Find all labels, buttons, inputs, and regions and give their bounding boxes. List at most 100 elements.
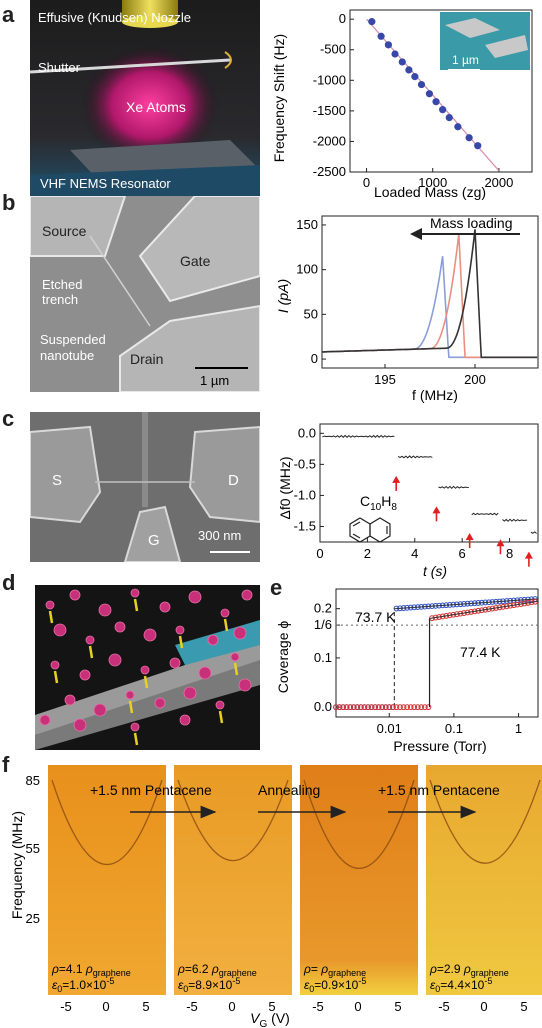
trace-segment bbox=[502, 518, 528, 522]
f-subpanel-bg bbox=[300, 765, 418, 995]
f-xtick: 5 bbox=[268, 999, 275, 1014]
data-point bbox=[375, 704, 382, 711]
chart-a-ylabel: Frequency Shift (Hz) bbox=[271, 34, 287, 162]
ytick-label: -1.5 bbox=[294, 518, 316, 533]
xe-atom bbox=[230, 652, 240, 662]
eps-label: ε0=8.9×10-5 bbox=[178, 976, 240, 994]
trace-segment bbox=[322, 434, 395, 438]
rho-symbol: ρ bbox=[429, 962, 437, 976]
mass-loading-arrowhead bbox=[410, 228, 422, 240]
data-point bbox=[382, 704, 389, 711]
label-scale-b: 1 µm bbox=[200, 373, 229, 388]
label-scale-c: 300 nm bbox=[198, 528, 241, 543]
xe-atom bbox=[64, 694, 76, 706]
f-xlabel: VG (V) bbox=[250, 1010, 290, 1028]
motion-arrow bbox=[128, 700, 134, 714]
rho-value: = bbox=[311, 962, 321, 976]
xtick-label: 0.01 bbox=[377, 721, 402, 736]
rho-value: =2.9 bbox=[437, 962, 464, 976]
motion-arrow bbox=[48, 610, 54, 624]
inset-beam bbox=[485, 35, 528, 58]
f-ylabel: Frequency (MHz) bbox=[9, 811, 25, 919]
dispersion-curve bbox=[303, 779, 415, 869]
d-electrode bbox=[188, 425, 260, 524]
trace-segment bbox=[530, 531, 537, 534]
nozzle-body bbox=[122, 0, 178, 22]
ytick-label: 0.1 bbox=[314, 650, 332, 665]
xe-atom bbox=[207, 634, 219, 646]
xe-atom bbox=[154, 697, 166, 709]
red-arrowhead bbox=[496, 539, 505, 547]
xe-atom bbox=[108, 653, 122, 667]
chart-c: 0.0 -0.5 -1.0 -1.50 2 4 6 8 Δf0 (MHz) t (s) C10… bbox=[277, 423, 539, 579]
chart-b-xlabel: f (MHz) bbox=[412, 387, 458, 403]
xe-atom bbox=[98, 603, 112, 617]
rho-value: =4.1 bbox=[59, 962, 86, 976]
ytick-label: -1500 bbox=[313, 103, 346, 118]
xe-atom bbox=[241, 589, 253, 601]
data-point bbox=[465, 134, 473, 142]
motion-arrow bbox=[133, 598, 139, 612]
xe-atom bbox=[130, 722, 140, 732]
xe-atom bbox=[93, 703, 107, 717]
xe-atom bbox=[169, 657, 181, 669]
data-point bbox=[425, 704, 432, 711]
eps-symbol: ε bbox=[178, 978, 184, 992]
eps-sub: 0 bbox=[57, 984, 62, 994]
eps-value: =8.9×10 bbox=[188, 978, 232, 992]
data-point bbox=[425, 90, 434, 98]
label-nanotube-2: nanotube bbox=[40, 348, 94, 363]
ytick-label: -1000 bbox=[313, 72, 346, 87]
red-arrowhead bbox=[392, 475, 401, 483]
xtick-label: 0 bbox=[363, 175, 370, 190]
chart-b-ylabel: I (pA) bbox=[275, 279, 291, 313]
dispersion-curve bbox=[429, 779, 541, 864]
f-xtick: 0 bbox=[354, 999, 361, 1014]
xe-atom bbox=[85, 635, 95, 645]
f-xtick: -5 bbox=[438, 999, 450, 1014]
data-point bbox=[411, 73, 419, 81]
xe-atom bbox=[73, 718, 87, 732]
data-point bbox=[357, 704, 364, 711]
label-source: Source bbox=[42, 223, 87, 239]
f-xtick: 0 bbox=[102, 999, 109, 1014]
label-s: S bbox=[52, 472, 62, 489]
data-point bbox=[365, 704, 371, 711]
f-xtick: 5 bbox=[142, 999, 149, 1014]
data-point bbox=[391, 50, 399, 58]
xe-atom-cloud bbox=[80, 45, 220, 165]
xe-atom bbox=[188, 590, 202, 604]
ytick-label: -1.0 bbox=[294, 487, 316, 502]
svg-text:C10H8: C10H8 bbox=[360, 493, 397, 513]
xtick-label: 2000 bbox=[484, 175, 513, 190]
series-line bbox=[322, 229, 538, 359]
eps-value: =4.4×10 bbox=[440, 978, 484, 992]
rho-sub: graphene bbox=[471, 968, 509, 978]
eps-sub: 0 bbox=[183, 984, 188, 994]
plot-frame bbox=[321, 215, 539, 369]
xe-atom bbox=[143, 628, 157, 642]
data-point bbox=[340, 704, 347, 711]
panel-letter-f: f bbox=[2, 752, 10, 777]
eps-label: ε0=1.0×10-5 bbox=[52, 976, 114, 994]
f-xtick: -5 bbox=[312, 999, 324, 1014]
ytick-label: 150 bbox=[296, 217, 318, 232]
chart-a: 1 µm 0 -500 -1000 -1500 -2000 -2500 0 1000 2000 F… bbox=[271, 9, 533, 200]
data-point bbox=[354, 704, 361, 711]
data-point bbox=[404, 704, 411, 711]
dispersion-curve bbox=[177, 779, 289, 861]
xtick-label: 4 bbox=[411, 546, 418, 561]
data-point bbox=[347, 704, 354, 711]
data-point bbox=[474, 142, 482, 150]
f-xtick: 0 bbox=[228, 999, 235, 1014]
panel-letter-b: b bbox=[2, 190, 16, 215]
panel-b-sem-image: Source Gate Etched trench Suspended nano… bbox=[30, 196, 260, 392]
ytick-label: 0 bbox=[339, 11, 346, 26]
plot-frame bbox=[335, 588, 539, 718]
ytick-label: -2500 bbox=[313, 164, 346, 179]
f-xtick: -5 bbox=[186, 999, 198, 1014]
motion-arrow bbox=[218, 710, 224, 724]
data-point bbox=[398, 58, 406, 66]
